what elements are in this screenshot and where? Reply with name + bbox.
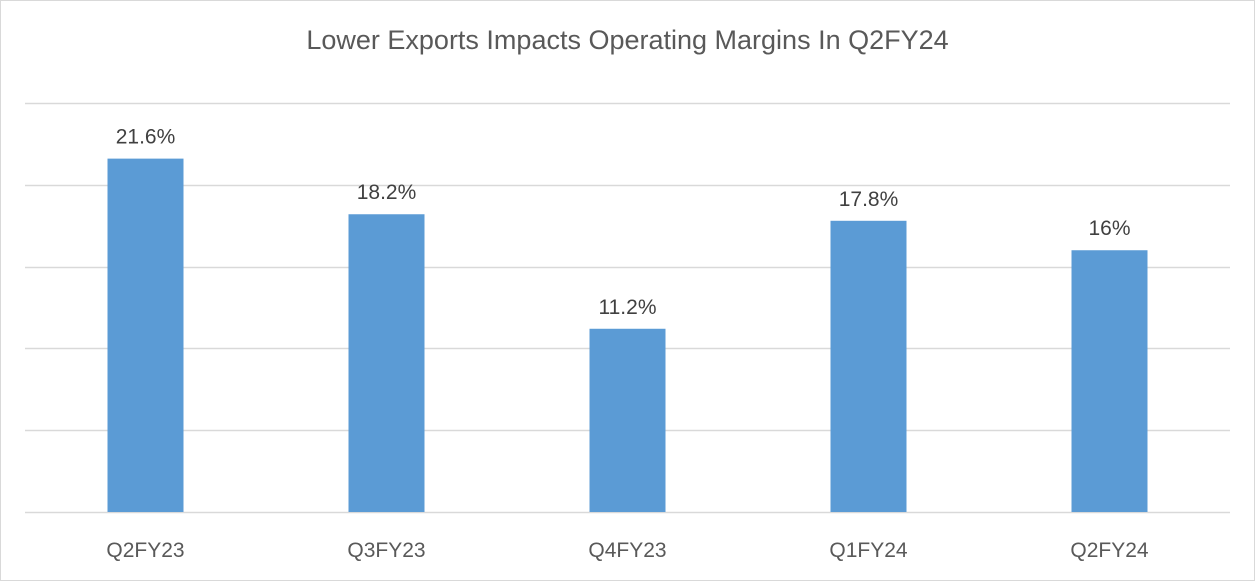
data-label-q2fy23: 21.6% xyxy=(116,126,176,149)
x-tick-label-q1fy24: Q1FY24 xyxy=(829,539,908,562)
x-tick-label-q4fy23: Q4FY23 xyxy=(588,539,666,562)
data-label-q2fy24: 16% xyxy=(1088,217,1130,240)
x-axis-tick-labels: Q2FY23 Q3FY23 Q4FY23 Q1FY24 Q2FY24 xyxy=(106,539,1149,562)
x-tick-label-q2fy24: Q2FY24 xyxy=(1070,539,1149,562)
x-tick-label-q3fy23: Q3FY23 xyxy=(347,539,425,562)
bar-q2fy24 xyxy=(1071,250,1148,513)
bar-q4fy23 xyxy=(589,328,666,512)
data-label-q1fy24: 17.8% xyxy=(839,188,899,211)
x-tick-label-q2fy23: Q2FY23 xyxy=(106,539,184,562)
data-label-q4fy23: 11.2% xyxy=(599,296,657,319)
bars xyxy=(107,158,1148,513)
bar-q1fy24 xyxy=(830,220,907,513)
data-labels: 21.6% 18.2% 11.2% 17.8% 16% xyxy=(116,126,1131,319)
data-label-q3fy23: 18.2% xyxy=(357,181,417,204)
chart-title: Lower Exports Impacts Operating Margins … xyxy=(306,25,949,55)
bar-q3fy23 xyxy=(348,214,425,513)
bar-q2fy23 xyxy=(107,158,184,512)
